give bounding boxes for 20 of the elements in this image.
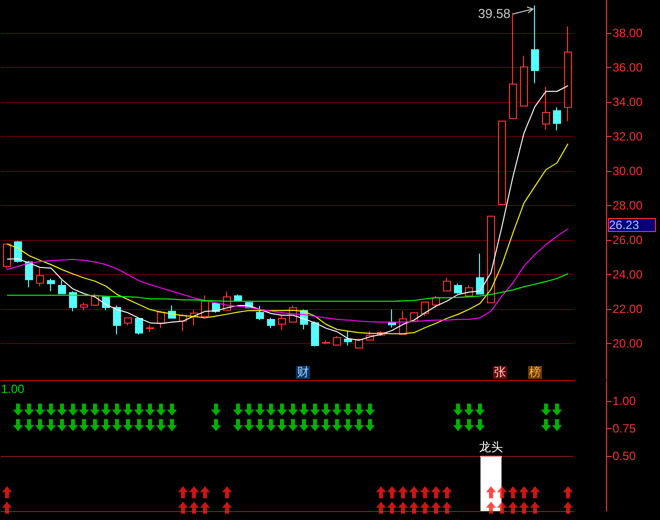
y-tick-label: 0.75 [612,421,636,436]
text: 26.23 [608,218,656,232]
y-tick-label: 32.00 [612,129,643,144]
y-tick-label: 20.00 [612,336,643,351]
annotation: 1.00 [1,382,24,396]
y-tick-label: 1.00 [612,394,636,408]
y-tick-label: 38.00 [612,26,643,40]
y-tick-label: 34.00 [612,94,643,109]
y-tick-label: 28.00 [612,198,643,213]
y-tick-label: 22.00 [612,302,643,316]
annotation: 张 [493,365,507,379]
y-tick-label: 26.00 [612,233,643,248]
annotation: 龙头 [479,440,503,454]
annotation: 39.58 [478,6,511,21]
y-tick-label: 24.00 [612,268,643,282]
y-tick-label: 0.50 [612,448,636,463]
y-tick-label: 30.00 [612,164,643,178]
annotation: 榜 [528,365,542,379]
y-tick-label: 36.00 [612,60,643,74]
annotation: 财 [296,365,310,379]
